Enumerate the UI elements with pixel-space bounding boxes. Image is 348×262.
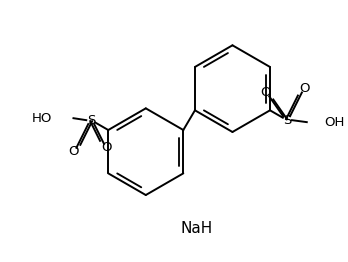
Text: O: O — [300, 82, 310, 95]
Text: O: O — [102, 141, 112, 154]
Text: O: O — [260, 86, 271, 99]
Text: O: O — [68, 145, 79, 158]
Text: S: S — [283, 114, 291, 127]
Text: HO: HO — [31, 112, 52, 125]
Text: S: S — [87, 114, 95, 127]
Text: OH: OH — [324, 116, 345, 129]
Text: NaH: NaH — [181, 221, 213, 236]
